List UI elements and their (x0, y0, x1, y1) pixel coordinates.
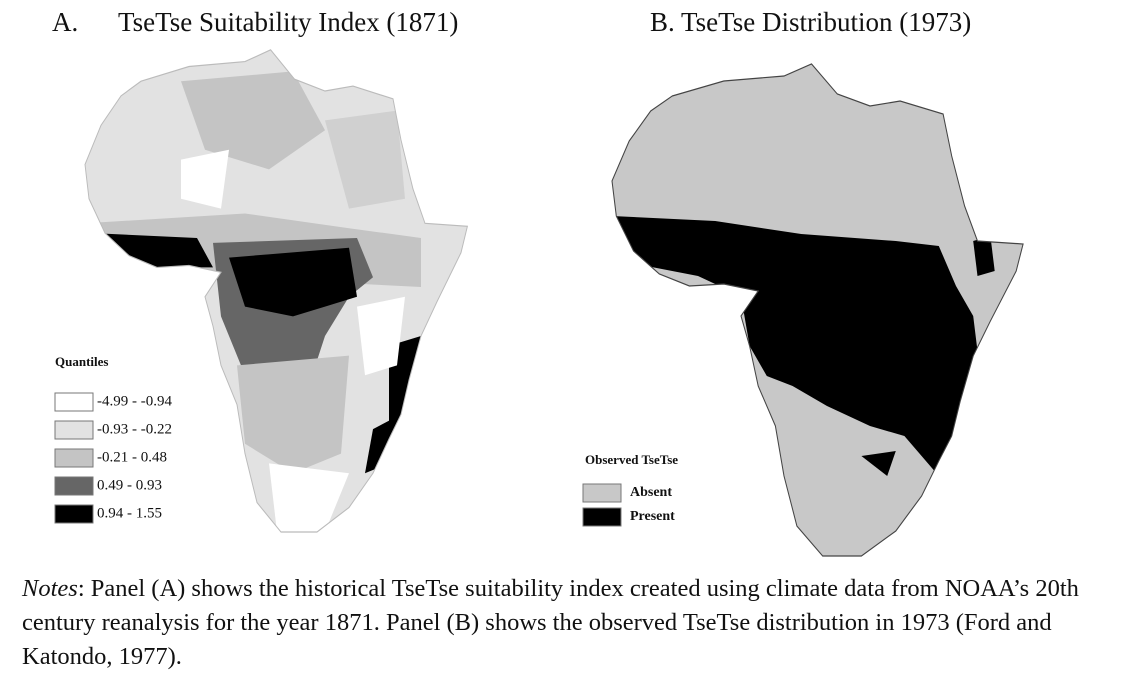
legend-label: 0.49 - 0.93 (97, 477, 162, 493)
legend-swatch (54, 504, 94, 524)
legend: Absent Present (582, 483, 675, 527)
panel-label: A. (52, 7, 78, 37)
legend-swatch (582, 483, 622, 503)
legend-title: Quantiles (55, 354, 108, 369)
legend-label: Present (630, 509, 675, 524)
legend-title: Observed TseTse (585, 452, 678, 467)
legend-swatch (582, 507, 622, 527)
legend-label: Absent (630, 485, 672, 500)
notes-text: : Panel (A) shows the historical TseTse … (22, 575, 1079, 670)
notes: Notes: Panel (A) shows the historical Ts… (22, 572, 1112, 674)
panel-title: TseTse Suitability Index (1871) (118, 7, 458, 37)
panel-title: B. TseTse Distribution (1973) (650, 7, 971, 37)
legend-swatch (54, 448, 94, 468)
legend-label: -4.99 - -0.94 (97, 393, 172, 409)
figure: A. TseTse Suitability Index (1871) B. Ts… (52, 7, 1024, 557)
legend-label: -0.21 - 0.48 (97, 449, 167, 465)
notes-label: Notes (22, 575, 78, 602)
legend-swatch (54, 476, 94, 496)
legend-swatch (54, 392, 94, 412)
legend-label: 0.94 - 1.55 (97, 505, 162, 521)
legend-swatch (54, 420, 94, 440)
legend: -4.99 - -0.94 -0.93 - -0.22 -0.21 - 0.48 0.… (54, 392, 172, 524)
legend-label: -0.93 - -0.22 (97, 421, 172, 437)
map-b (611, 63, 1024, 557)
